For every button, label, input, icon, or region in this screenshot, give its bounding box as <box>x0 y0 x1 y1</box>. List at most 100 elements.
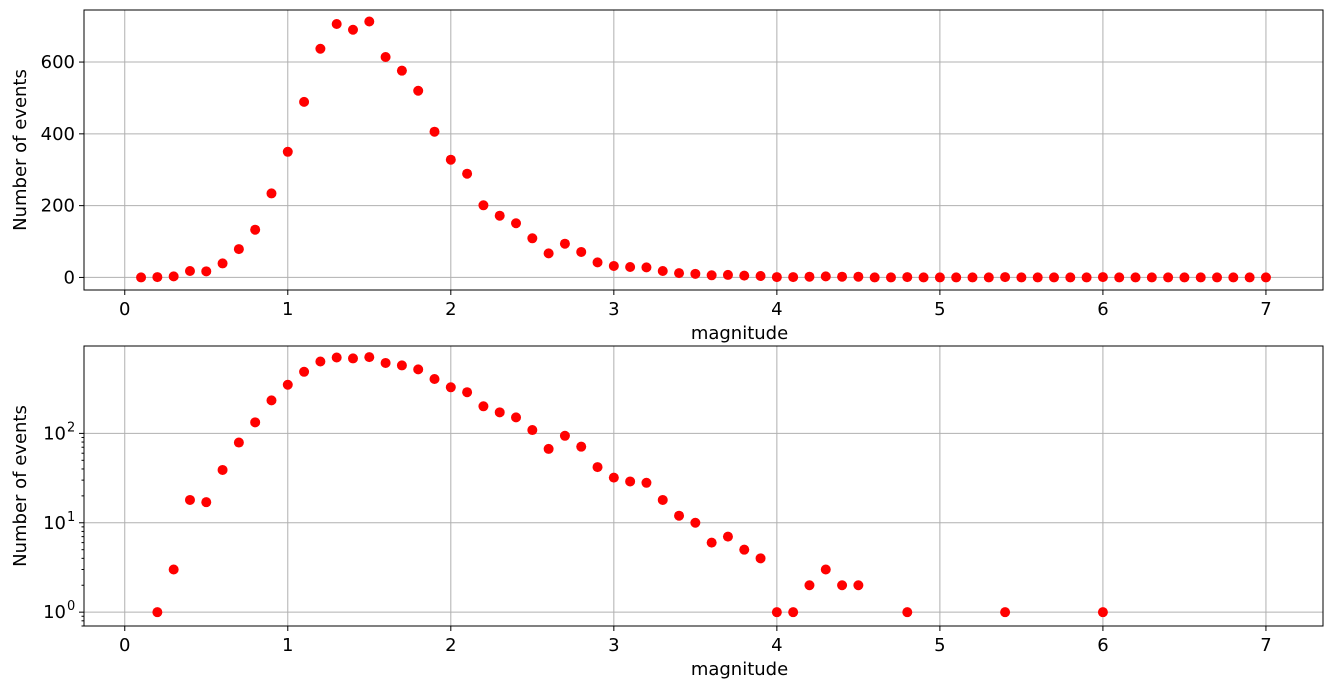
x-tick-label: 1 <box>282 299 293 320</box>
y-tick-exponent: 2 <box>67 420 75 435</box>
data-point <box>299 366 310 377</box>
data-point <box>396 360 407 371</box>
data-point <box>657 265 668 276</box>
data-point <box>413 85 424 96</box>
data-point <box>1195 272 1206 283</box>
data-point <box>592 257 603 268</box>
x-tick-label: 2 <box>445 635 456 656</box>
x-tick-label: 7 <box>1260 299 1271 320</box>
data-point <box>885 272 896 283</box>
data-point <box>1065 272 1076 283</box>
data-point <box>690 268 701 279</box>
data-point <box>674 268 685 279</box>
data-point <box>511 412 522 423</box>
y-tick-label: 200 <box>41 196 75 217</box>
x-tick-label: 1 <box>282 635 293 656</box>
data-point <box>853 580 864 591</box>
data-point <box>478 401 489 412</box>
data-point <box>1130 272 1141 283</box>
data-point <box>266 188 277 199</box>
data-point <box>527 425 538 436</box>
data-point <box>934 272 945 283</box>
data-point <box>625 476 636 487</box>
data-point <box>804 271 815 282</box>
data-point <box>690 517 701 528</box>
plot-frame <box>83 345 1324 627</box>
data-point <box>706 270 717 281</box>
data-point <box>527 233 538 244</box>
data-point <box>722 531 733 542</box>
x-tick-label: 4 <box>771 635 782 656</box>
y-tick-exponent: 1 <box>67 510 75 525</box>
x-tick-label: 3 <box>608 635 619 656</box>
data-point <box>233 244 244 255</box>
data-point <box>1146 272 1157 283</box>
data-point <box>608 260 619 271</box>
data-point <box>1081 272 1092 283</box>
data-point <box>576 441 587 452</box>
plot-frame <box>83 9 1324 291</box>
data-point <box>869 272 880 283</box>
data-point <box>755 271 766 281</box>
y-tick-label: 10 <box>43 513 66 534</box>
data-point <box>282 146 293 157</box>
data-point <box>1244 272 1255 283</box>
data-point <box>152 607 163 618</box>
data-point <box>1049 272 1060 283</box>
data-point <box>804 580 815 591</box>
subplot-linear: 0 1 2 3 4 5 6 7 0 200 400 600 magnitude Number of eve… <box>10 9 1324 344</box>
y-tick-exponent: 0 <box>67 599 75 614</box>
data-point <box>511 218 522 229</box>
data-point <box>983 272 994 283</box>
data-point <box>184 494 195 505</box>
data-point <box>429 126 440 137</box>
x-tick-label: 3 <box>608 299 619 320</box>
data-point <box>902 272 913 283</box>
data-point <box>494 210 505 221</box>
data-point <box>331 352 342 363</box>
data-point <box>315 356 326 367</box>
data-point <box>739 270 750 281</box>
data-point <box>641 477 652 488</box>
data-point <box>152 272 163 283</box>
data-point <box>445 382 456 393</box>
data-point <box>559 238 570 249</box>
data-point <box>184 265 195 276</box>
data-point <box>559 430 570 441</box>
data-point <box>771 607 782 618</box>
data-point <box>706 537 717 548</box>
data-point <box>494 407 505 418</box>
data-point <box>1260 272 1271 283</box>
data-point <box>641 262 652 273</box>
data-point <box>364 16 375 27</box>
data-point <box>1000 607 1011 618</box>
x-axis-label: magnitude <box>691 659 788 680</box>
data-point <box>820 564 831 575</box>
data-point <box>250 417 261 428</box>
y-tick-label: 600 <box>41 52 75 73</box>
x-tick-label: 5 <box>934 635 945 656</box>
data-point <box>250 224 261 235</box>
x-tick-label: 2 <box>445 299 456 320</box>
data-point <box>739 544 750 555</box>
x-tick-label: 4 <box>771 299 782 320</box>
data-point <box>396 65 407 76</box>
data-point <box>902 607 913 618</box>
data-point <box>1212 272 1223 283</box>
data-point <box>201 497 212 508</box>
data-point <box>380 52 391 63</box>
data-point <box>1097 272 1108 283</box>
data-point <box>771 272 782 283</box>
data-point <box>299 96 310 107</box>
data-point <box>951 272 962 283</box>
data-point <box>266 395 277 406</box>
data-point <box>331 19 342 29</box>
data-point <box>674 510 685 521</box>
data-point <box>364 352 375 363</box>
data-point <box>1114 272 1125 283</box>
data-point <box>837 271 848 282</box>
data-point <box>788 607 799 618</box>
data-point <box>592 462 603 473</box>
x-tick-label: 0 <box>119 635 130 656</box>
